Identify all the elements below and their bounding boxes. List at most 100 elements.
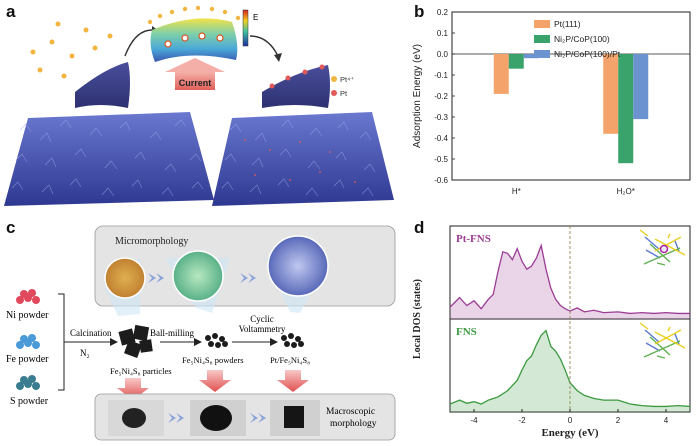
- bond: [643, 247, 681, 265]
- ni-powder-label: Ni powder: [6, 310, 49, 321]
- product1-label: Fe₅Ni₄S₈ particles: [110, 366, 172, 376]
- arrow-2: [249, 35, 279, 57]
- arrow-1: [124, 29, 153, 57]
- bond: [656, 262, 666, 266]
- y-tick-label: -0.4: [434, 134, 448, 143]
- y-tick-label: -0.5: [434, 155, 448, 164]
- bond: [654, 238, 686, 256]
- panel-a-schematic: E Current Pt⁴⁺ Pt: [4, 5, 394, 206]
- y-tick-label: -0.1: [434, 71, 448, 80]
- panel-letter-c: c: [6, 218, 16, 237]
- energy-label: E: [253, 13, 258, 22]
- x-tick-label: 4: [664, 416, 669, 425]
- micromorphology-label: Micromorphology: [115, 236, 188, 247]
- panel-letter-d: d: [414, 218, 425, 237]
- bar: [523, 54, 539, 59]
- nanosheet-array-right: [212, 112, 394, 206]
- ni-powder-icon: [16, 289, 40, 304]
- powder-bracket: [58, 293, 112, 391]
- y-tick-label: -0.6: [434, 176, 448, 185]
- y-tick-label: -0.3: [434, 113, 448, 122]
- bond: [654, 329, 682, 345]
- x-tick-label: 2: [616, 416, 621, 425]
- nanosheet-left: [75, 62, 130, 108]
- product2-label: Fe₅Ni₄S₈ powders: [182, 355, 244, 365]
- bar: [603, 54, 619, 134]
- bond: [645, 342, 661, 352]
- chart-adsorption-energy: 0.2 0.1 0.0 -0.1 -0.2 -0.3 -0.4 -0.5 -0.6 H* H₂O* A…: [412, 8, 691, 196]
- y-tick-label: 0.2: [437, 8, 449, 17]
- product3-label: Pt/Fe₅Ni₄S₈: [270, 355, 310, 365]
- bond: [639, 229, 649, 237]
- legend-pt: Pt: [340, 89, 348, 98]
- sem-image-1: [104, 257, 146, 299]
- current-arrow: [165, 58, 225, 90]
- pt4-ions-left: [30, 21, 113, 79]
- panel-letter-b: b: [414, 2, 425, 21]
- panel-letter-a: a: [6, 2, 16, 21]
- bond: [667, 233, 671, 239]
- bond: [644, 236, 660, 250]
- cyclic-line-1: Cyclic: [250, 314, 274, 324]
- dos-line: [449, 243, 690, 315]
- x-tick-label: H*: [512, 187, 521, 196]
- calcination-label: Calcination: [70, 328, 112, 338]
- legend-pt4: Pt⁴⁺: [340, 75, 354, 84]
- crystal-structure-inset: [639, 322, 686, 359]
- nanosheet-field: [147, 5, 241, 62]
- bond: [644, 329, 660, 343]
- fe-powder-icon: [16, 334, 40, 349]
- cyclic-label: Cyclic Voltammetry: [239, 314, 286, 334]
- x-tick-label: H₂O*: [617, 187, 635, 196]
- crystal-structure-inset: [639, 229, 686, 266]
- legend-swatch: [534, 20, 550, 28]
- bond: [649, 336, 671, 356]
- legend-swatch: [534, 35, 550, 43]
- macroscopic-label: Macroscopic morphology: [326, 407, 377, 429]
- bar: [493, 54, 509, 94]
- bond: [643, 340, 681, 358]
- dos-area: [450, 330, 690, 412]
- energy-colorbar: [242, 9, 249, 47]
- macroscopic-line-2: morphology: [330, 419, 377, 429]
- bond: [645, 249, 661, 259]
- x-tick-label: -4: [470, 416, 478, 425]
- bar: [618, 54, 634, 164]
- bond: [656, 355, 666, 359]
- pt-atom: [659, 244, 669, 254]
- bar: [633, 54, 649, 120]
- current-label: Current: [179, 78, 212, 88]
- fe5ni4s8-particles-icon: [118, 324, 153, 358]
- sem-image-2: [172, 250, 224, 302]
- down-arrows: [117, 370, 309, 400]
- x-tick-label: -2: [518, 416, 526, 425]
- nanosheet-array-left: [4, 112, 214, 206]
- y-tick-label: -0.2: [434, 92, 448, 101]
- bar: [508, 54, 524, 69]
- bond: [654, 236, 682, 252]
- ball-milling-label: Ball-milling: [150, 328, 194, 338]
- macro-photo-2: [190, 400, 246, 436]
- chart-local-dos: Pt-FNS FNS -4 -2 0 2 4 Energy (eV) Local DOS (st…: [412, 225, 691, 439]
- pt-fe5ni4s8-icon: [281, 333, 304, 348]
- bond: [654, 331, 686, 349]
- s-powder-icon: [16, 375, 40, 390]
- bond: [667, 326, 671, 332]
- series-label: FNS: [456, 326, 477, 338]
- bond: [649, 243, 671, 263]
- chevron-arrows-top: [148, 273, 256, 283]
- legend-label: Pt(111): [554, 19, 581, 29]
- sem-image-3: [267, 235, 329, 297]
- macro-photo-1: [108, 400, 164, 436]
- dos-area: [450, 245, 690, 319]
- series-label: Pt-FNS: [456, 233, 491, 245]
- legend-label: Ni₂P/CoP(100): [554, 34, 610, 44]
- legend-swatch: [534, 50, 550, 58]
- dos-line: [449, 329, 691, 408]
- y-tick-label: 0.0: [437, 50, 449, 59]
- y-axis-label: Local DOS (states): [412, 279, 423, 359]
- macroscopic-line-1: Macroscopic: [326, 407, 375, 417]
- macro-photo-3: [270, 400, 320, 436]
- nanosheet-right: [262, 64, 330, 108]
- legend-label: Ni₂P/CoP(100)/Pt: [554, 49, 621, 59]
